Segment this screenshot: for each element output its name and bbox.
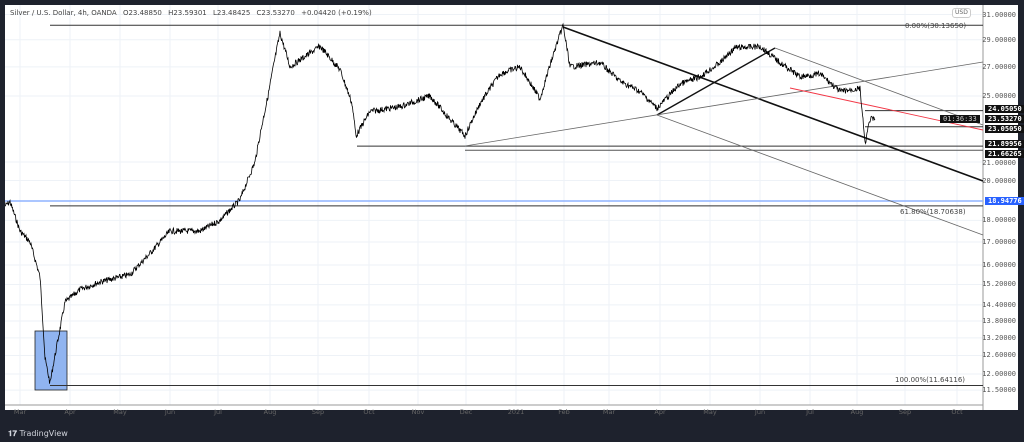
price-tick: 27.00000 bbox=[982, 62, 1016, 71]
price-tick: 29.00000 bbox=[982, 35, 1016, 44]
time-tick: Apr bbox=[64, 408, 76, 416]
price-tick: 21.00000 bbox=[982, 159, 1016, 168]
tradingview-logo[interactable]: 𝟏𝟕 TradingView bbox=[8, 429, 68, 438]
time-tick: May bbox=[113, 408, 127, 416]
time-tick: Jun bbox=[164, 408, 176, 416]
open-value: O23.48850 bbox=[122, 9, 162, 17]
time-tick: Jul bbox=[806, 408, 814, 416]
currency-label[interactable]: USD bbox=[952, 8, 971, 18]
price-badge-last-price: 23.53270 bbox=[985, 115, 1024, 123]
low-value: L23.48425 bbox=[213, 9, 251, 17]
time-tick: Mar bbox=[602, 408, 616, 416]
fib-618-label: 61.80%(18.70638) bbox=[900, 208, 966, 216]
time-tick: Feb bbox=[558, 408, 570, 416]
time-tick: Dec bbox=[459, 408, 473, 416]
price-badge-countdown: 01:36:33 bbox=[940, 115, 980, 123]
price-badge-level-top: 24.05050 bbox=[985, 105, 1024, 113]
fib-100-label: 100.00%(11.64116) bbox=[895, 376, 966, 384]
time-tick: Sep bbox=[311, 408, 325, 416]
highlight-box bbox=[34, 330, 68, 391]
price-tick: 18.00000 bbox=[982, 216, 1016, 225]
time-tick: Aug bbox=[263, 408, 277, 416]
close-value: C23.53270 bbox=[256, 9, 295, 17]
symbol-name: Silver / U.S. Dollar, 4h, OANDA bbox=[10, 9, 117, 17]
time-tick: 2021 bbox=[507, 408, 525, 416]
price-badge-support-1: 21.89956 bbox=[985, 140, 1024, 148]
price-badge-blue-level: 18.94776 bbox=[985, 196, 1024, 205]
price-tick: 31.00000 bbox=[982, 10, 1016, 19]
time-tick: Oct bbox=[363, 408, 375, 416]
chart-panel[interactable] bbox=[5, 5, 1018, 410]
time-tick: Mar bbox=[13, 408, 27, 416]
price-badge-support-2: 21.66265 bbox=[985, 150, 1024, 158]
time-tick: May bbox=[703, 408, 717, 416]
time-tick: Apr bbox=[654, 408, 666, 416]
trendline-rising-thick bbox=[656, 47, 776, 116]
fib-0-label: 0.00%(30.13650) bbox=[905, 22, 967, 30]
price-tick: 25.00000 bbox=[982, 92, 1016, 100]
trendline-thick bbox=[562, 26, 984, 182]
price-tick: 15.20000 bbox=[982, 280, 1016, 289]
change-value: +0.04420 (+0.19%) bbox=[301, 9, 372, 17]
price-tick: 11.50000 bbox=[982, 386, 1016, 395]
logo-text: TradingView bbox=[19, 429, 68, 438]
channel-line-lower bbox=[656, 114, 984, 236]
time-tick: Oct bbox=[951, 408, 963, 416]
red-trendline bbox=[789, 87, 984, 131]
channel-line bbox=[464, 61, 984, 147]
price-tick: 12.60000 bbox=[982, 351, 1016, 360]
time-tick: Sep bbox=[898, 408, 912, 416]
time-tick: Nov bbox=[411, 408, 425, 416]
price-tick: 14.40000 bbox=[982, 300, 1016, 309]
price-tick: 12.00000 bbox=[982, 369, 1016, 378]
price-tick: 13.80000 bbox=[982, 317, 1016, 326]
symbol-header: Silver / U.S. Dollar, 4h, OANDA O23.4885… bbox=[10, 9, 376, 18]
time-tick: Jun bbox=[754, 408, 766, 416]
high-value: H23.59301 bbox=[168, 9, 207, 17]
price-tick: 13.20000 bbox=[982, 333, 1016, 342]
price-tick: 20.00000 bbox=[982, 176, 1016, 185]
price-line bbox=[5, 22, 876, 384]
time-tick: Jul bbox=[214, 408, 222, 416]
price-tick: 16.00000 bbox=[982, 261, 1016, 270]
channel-line-upper bbox=[774, 47, 984, 126]
price-tick: 17.00000 bbox=[982, 238, 1016, 247]
price-badge-level-mid: 23.05050 bbox=[985, 125, 1024, 133]
time-tick: Aug bbox=[850, 408, 864, 416]
